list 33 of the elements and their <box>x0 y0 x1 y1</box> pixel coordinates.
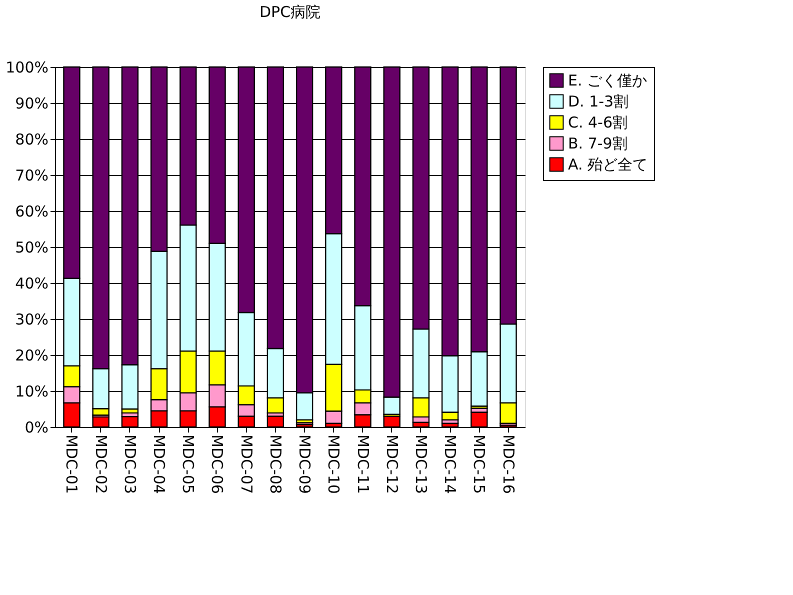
y-tick-label: 0% <box>24 418 48 436</box>
x-tick-label: MDC-09 <box>296 434 314 494</box>
legend-label: D. 1-3割 <box>568 92 629 110</box>
x-tick-label: MDC-12 <box>382 434 401 494</box>
x-tick-label: MDC-01 <box>62 434 81 494</box>
x-tick-label: MDC-02 <box>92 434 110 494</box>
y-tick-label: 100% <box>6 58 48 76</box>
x-tick-label: MDC-14 <box>441 434 460 494</box>
x-tick-label: MDC-03 <box>120 434 139 494</box>
x-tick-label: MDC-16 <box>499 434 518 494</box>
x-tick-label: MDC-06 <box>208 434 226 494</box>
legend-label: B. 7-9割 <box>568 134 628 152</box>
x-tick-label: MDC-11 <box>354 434 372 494</box>
y-tick-label: 50% <box>15 238 48 256</box>
x-tick-label: MDC-15 <box>470 434 488 494</box>
x-tick-label: MDC-08 <box>266 434 284 494</box>
y-tick-label: 40% <box>15 274 48 292</box>
x-tick-label: MDC-05 <box>179 434 198 494</box>
x-tick-label: MDC-13 <box>412 434 430 494</box>
x-tick-label: MDC-07 <box>237 434 256 494</box>
y-tick-label: 10% <box>15 382 48 400</box>
legend-label: C. 4-6割 <box>568 114 628 132</box>
y-tick-label: 60% <box>15 202 48 220</box>
y-tick-label: 80% <box>15 130 48 148</box>
legend-label: A. 殆ど全て <box>568 156 648 174</box>
y-tick-label: 30% <box>15 310 48 328</box>
y-tick-label: 20% <box>15 346 48 364</box>
legend-label: E. ごく僅か <box>568 72 648 90</box>
y-tick-label: 70% <box>15 166 48 184</box>
chart-title: DPC病院 <box>259 3 321 21</box>
x-tick-label: MDC-04 <box>150 434 168 494</box>
x-tick-label: MDC-10 <box>324 434 343 494</box>
y-tick-label: 90% <box>15 94 48 112</box>
